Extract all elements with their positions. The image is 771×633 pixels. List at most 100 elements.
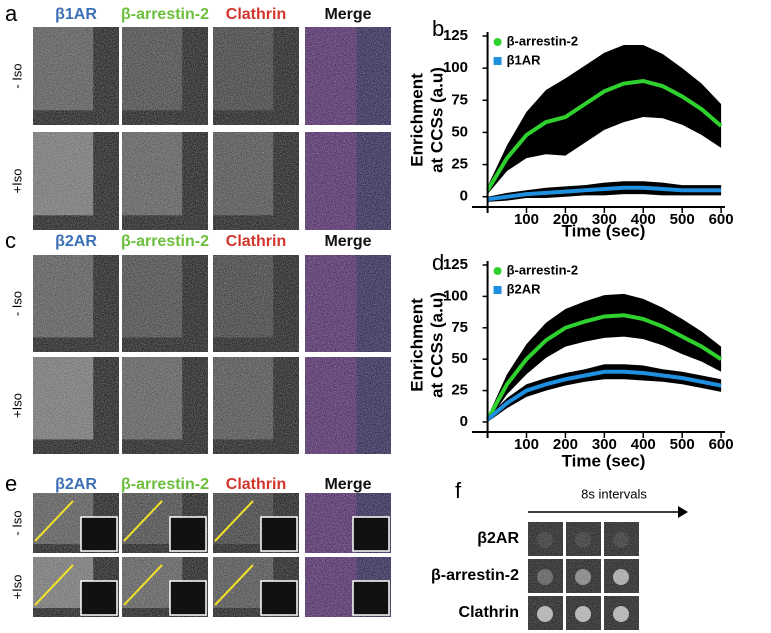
x-tick-label: 400	[631, 211, 656, 228]
micrograph	[122, 132, 208, 230]
column-header: β-arrestin-2	[121, 233, 209, 250]
inset	[352, 580, 390, 616]
tile-noise	[528, 596, 563, 630]
column-header: β1AR	[55, 6, 97, 23]
y-tick-label: 25	[451, 156, 468, 173]
y-tick-label: 75	[451, 91, 468, 108]
row-label: +Iso	[9, 393, 24, 418]
yellow-line	[214, 500, 254, 542]
row-label: - Iso	[9, 63, 24, 88]
x-tick-label: 100	[514, 436, 539, 453]
error-band	[487, 45, 722, 195]
inset	[352, 516, 390, 552]
tile-noise	[566, 596, 601, 630]
y-axis-label: at CCSs (a.u)	[427, 292, 446, 398]
x-axis-label: Time (sec)	[562, 221, 646, 240]
y-tick-label: 50	[451, 123, 468, 140]
tile-noise	[604, 522, 639, 556]
series-line	[486, 369, 722, 421]
legend-marker	[493, 267, 502, 275]
yellow-line	[214, 564, 254, 606]
error-band	[487, 364, 722, 422]
column-header: Clathrin	[226, 6, 286, 23]
image-noise	[213, 357, 299, 454]
micrograph	[213, 255, 299, 352]
micrograph	[33, 27, 119, 125]
micrograph	[122, 357, 208, 454]
image-noise	[122, 132, 208, 230]
micrograph	[213, 27, 299, 125]
yellow-line	[34, 564, 74, 606]
yellow-line	[123, 500, 163, 542]
row-label: +Iso	[9, 575, 24, 600]
y-tick-label: 0	[460, 188, 468, 205]
panel-letter: d	[432, 250, 444, 275]
micrograph	[213, 132, 299, 230]
yellow-line	[123, 564, 163, 606]
micrograph	[305, 255, 391, 352]
arrow-head	[678, 506, 688, 518]
yellow-line	[34, 500, 74, 542]
y-axis-label: at CCSs (a.u)	[427, 67, 446, 173]
micrograph	[122, 255, 208, 352]
micrograph	[33, 132, 119, 230]
image-noise	[213, 27, 299, 125]
row-label: - Iso	[9, 291, 24, 316]
column-header: Merge	[324, 6, 371, 23]
y-tick-label: 75	[451, 319, 468, 336]
panel-letter: b	[432, 16, 444, 41]
legend-marker	[493, 38, 502, 46]
micrograph	[213, 357, 299, 454]
row-label: Clathrin	[459, 604, 519, 621]
inset	[80, 516, 118, 552]
micrograph	[305, 557, 391, 617]
column-header: β2AR	[55, 476, 97, 493]
row-label: β2AR	[477, 530, 519, 547]
legend-label: β-arrestin-2	[507, 33, 579, 48]
x-tick-label: 200	[553, 211, 578, 228]
x-tick-label: 100	[514, 211, 539, 228]
legend-marker	[493, 286, 502, 294]
series-line	[485, 313, 723, 421]
y-tick-label: 25	[451, 382, 468, 399]
inset	[260, 516, 298, 552]
series-line	[487, 185, 722, 202]
row-label: β-arrestin-2	[431, 567, 519, 584]
tile-noise	[528, 559, 563, 593]
image-noise	[305, 255, 391, 352]
micrograph	[305, 357, 391, 454]
micrograph	[33, 357, 119, 454]
legend-label: β2AR	[507, 281, 542, 296]
image-noise	[305, 132, 391, 230]
tile-noise	[566, 522, 601, 556]
tile-noise	[604, 559, 639, 593]
tile-noise	[604, 596, 639, 630]
legend-label: β1AR	[507, 52, 542, 67]
inset	[80, 580, 118, 616]
y-tick-label: 50	[451, 350, 468, 367]
column-header: β2AR	[55, 233, 97, 250]
inset	[260, 580, 298, 616]
x-tick-label: 600	[709, 211, 734, 228]
y-tick-label: 125	[443, 256, 468, 273]
panel-letter: c	[5, 228, 16, 253]
micrograph	[305, 132, 391, 230]
micrograph	[122, 27, 208, 125]
image-noise	[213, 132, 299, 230]
column-header: β-arrestin-2	[121, 476, 209, 493]
caption: 8s intervals	[581, 486, 647, 501]
y-tick-label: 125	[443, 27, 468, 44]
image-noise	[122, 357, 208, 454]
panel-letter: a	[5, 1, 18, 26]
image-noise	[213, 255, 299, 352]
y-tick-label: 0	[460, 413, 468, 430]
image-noise	[33, 27, 119, 125]
image-noise	[33, 357, 119, 454]
x-tick-label: 400	[631, 436, 656, 453]
image-noise	[122, 27, 208, 125]
x-tick-label: 500	[670, 211, 695, 228]
inset	[169, 580, 207, 616]
column-header: β-arrestin-2	[121, 6, 209, 23]
column-header: Clathrin	[226, 233, 286, 250]
